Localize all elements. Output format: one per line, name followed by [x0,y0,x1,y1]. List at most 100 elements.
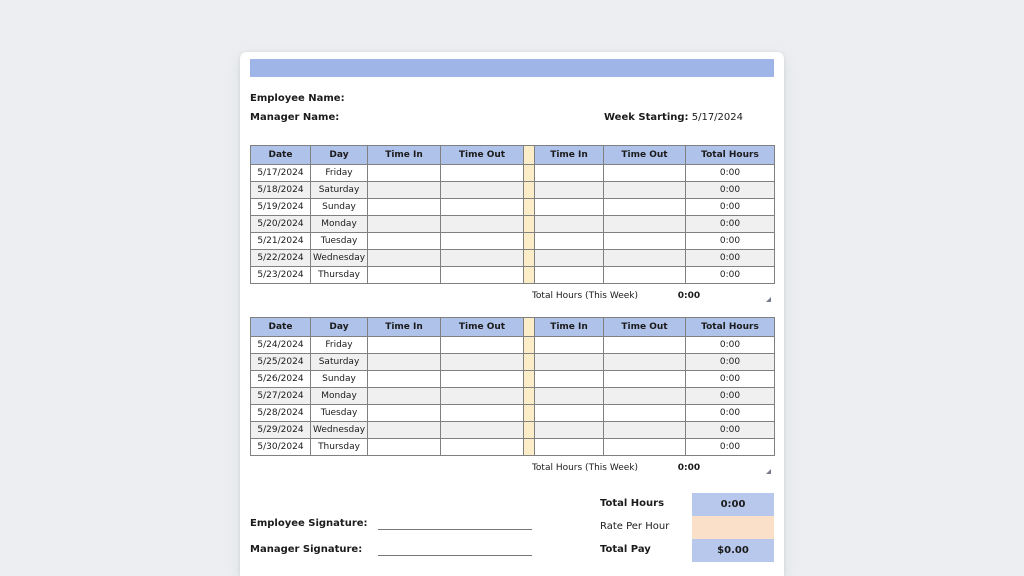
cell-time-in-2[interactable] [534,353,604,371]
cell-time-out-1[interactable] [440,336,524,354]
cell-time-out-1[interactable] [440,421,524,439]
cell-time-out-1[interactable] [440,232,524,250]
cell-time-out-2[interactable] [603,421,686,439]
cell-total-hours: 0:00 [685,421,775,439]
resize-handle-icon[interactable] [766,297,772,303]
employee-name-label: Employee Name: [250,93,345,104]
column-header-time-in-1: Time In [367,317,441,337]
document-title-banner [250,59,774,77]
cell-time-in-1[interactable] [367,370,441,388]
cell-time-in-1[interactable] [367,353,441,371]
cell-time-out-2[interactable] [603,438,686,456]
cell-time-in-2[interactable] [534,215,604,233]
table-row: 5/18/2024 Saturday 0:00 [250,181,775,199]
column-header-day: Day [310,145,368,165]
cell-time-in-1[interactable] [367,164,441,182]
cell-time-out-1[interactable] [440,438,524,456]
manager-name-field[interactable]: Manager Name: [250,112,339,124]
cell-time-in-2[interactable] [534,266,604,284]
cell-time-in-2[interactable] [534,181,604,199]
cell-time-in-2[interactable] [534,370,604,388]
cell-time-out-1[interactable] [440,353,524,371]
cell-date: 5/28/2024 [250,404,311,422]
cell-time-in-1[interactable] [367,404,441,422]
cell-time-out-2[interactable] [603,249,686,267]
cell-time-out-1[interactable] [440,266,524,284]
payroll-summary-block: Total Hours 0:00 Rate Per Hour Total Pay… [600,493,774,562]
manager-signature-line[interactable] [378,555,532,556]
total-pay-label: Total Pay [600,544,651,555]
table-row: 5/23/2024 Thursday 0:00 [250,266,775,284]
cell-time-out-1[interactable] [440,370,524,388]
manager-signature-row[interactable]: Manager Signature: [250,544,540,560]
cell-day: Monday [310,387,368,405]
cell-time-in-2[interactable] [534,232,604,250]
cell-time-in-2[interactable] [534,198,604,216]
cell-time-out-1[interactable] [440,249,524,267]
cell-time-in-1[interactable] [367,181,441,199]
cell-day: Saturday [310,181,368,199]
week-2-total-row: Total Hours (This Week) 0:00 [250,463,774,479]
column-separator [523,249,535,267]
cell-time-out-2[interactable] [603,232,686,250]
cell-time-out-2[interactable] [603,370,686,388]
cell-time-out-2[interactable] [603,353,686,371]
cell-date: 5/29/2024 [250,421,311,439]
cell-day: Wednesday [310,249,368,267]
cell-total-hours: 0:00 [685,198,775,216]
cell-time-in-2[interactable] [534,249,604,267]
cell-time-out-2[interactable] [603,164,686,182]
column-separator [523,404,535,422]
cell-time-in-2[interactable] [534,421,604,439]
employee-name-field[interactable]: Employee Name: [250,93,345,105]
rate-per-hour-label: Rate Per Hour [600,521,670,532]
table-row: 5/24/2024 Friday 0:00 [250,336,775,354]
column-header-time-out-1: Time Out [440,145,524,165]
cell-time-out-2[interactable] [603,404,686,422]
cell-time-out-1[interactable] [440,215,524,233]
column-separator [523,438,535,456]
rate-per-hour-input[interactable] [692,516,774,539]
cell-time-out-2[interactable] [603,215,686,233]
total-hours-value: 0:00 [692,493,774,516]
cell-time-in-2[interactable] [534,404,604,422]
cell-time-out-2[interactable] [603,336,686,354]
cell-time-out-1[interactable] [440,164,524,182]
cell-time-in-1[interactable] [367,421,441,439]
week-starting-field[interactable]: Week Starting: 5/17/2024 [604,112,743,124]
cell-date: 5/22/2024 [250,249,311,267]
cell-time-in-1[interactable] [367,232,441,250]
cell-time-out-1[interactable] [440,404,524,422]
cell-time-in-2[interactable] [534,336,604,354]
resize-handle-icon[interactable] [766,469,772,475]
cell-time-in-1[interactable] [367,215,441,233]
cell-time-in-1[interactable] [367,198,441,216]
cell-time-out-2[interactable] [603,181,686,199]
cell-time-in-1[interactable] [367,438,441,456]
table-row: 5/30/2024 Thursday 0:00 [250,438,775,456]
cell-time-out-1[interactable] [440,181,524,199]
cell-time-out-2[interactable] [603,198,686,216]
cell-time-in-2[interactable] [534,164,604,182]
cell-time-in-2[interactable] [534,438,604,456]
cell-total-hours: 0:00 [685,266,775,284]
cell-day: Friday [310,336,368,354]
cell-time-out-1[interactable] [440,387,524,405]
cell-time-in-1[interactable] [367,387,441,405]
cell-time-out-2[interactable] [603,266,686,284]
table-row: 5/17/2024 Friday 0:00 [250,164,775,182]
column-header-time-out-1: Time Out [440,317,524,337]
cell-time-out-2[interactable] [603,387,686,405]
column-separator [523,387,535,405]
cell-time-in-1[interactable] [367,266,441,284]
cell-time-in-2[interactable] [534,387,604,405]
employee-signature-row[interactable]: Employee Signature: [250,518,540,534]
column-header-time-out-2: Time Out [603,317,686,337]
cell-time-out-1[interactable] [440,198,524,216]
column-header-total-hours: Total Hours [685,317,775,337]
employee-signature-line[interactable] [378,529,532,530]
column-separator [523,370,535,388]
cell-time-in-1[interactable] [367,249,441,267]
cell-day: Sunday [310,370,368,388]
cell-time-in-1[interactable] [367,336,441,354]
